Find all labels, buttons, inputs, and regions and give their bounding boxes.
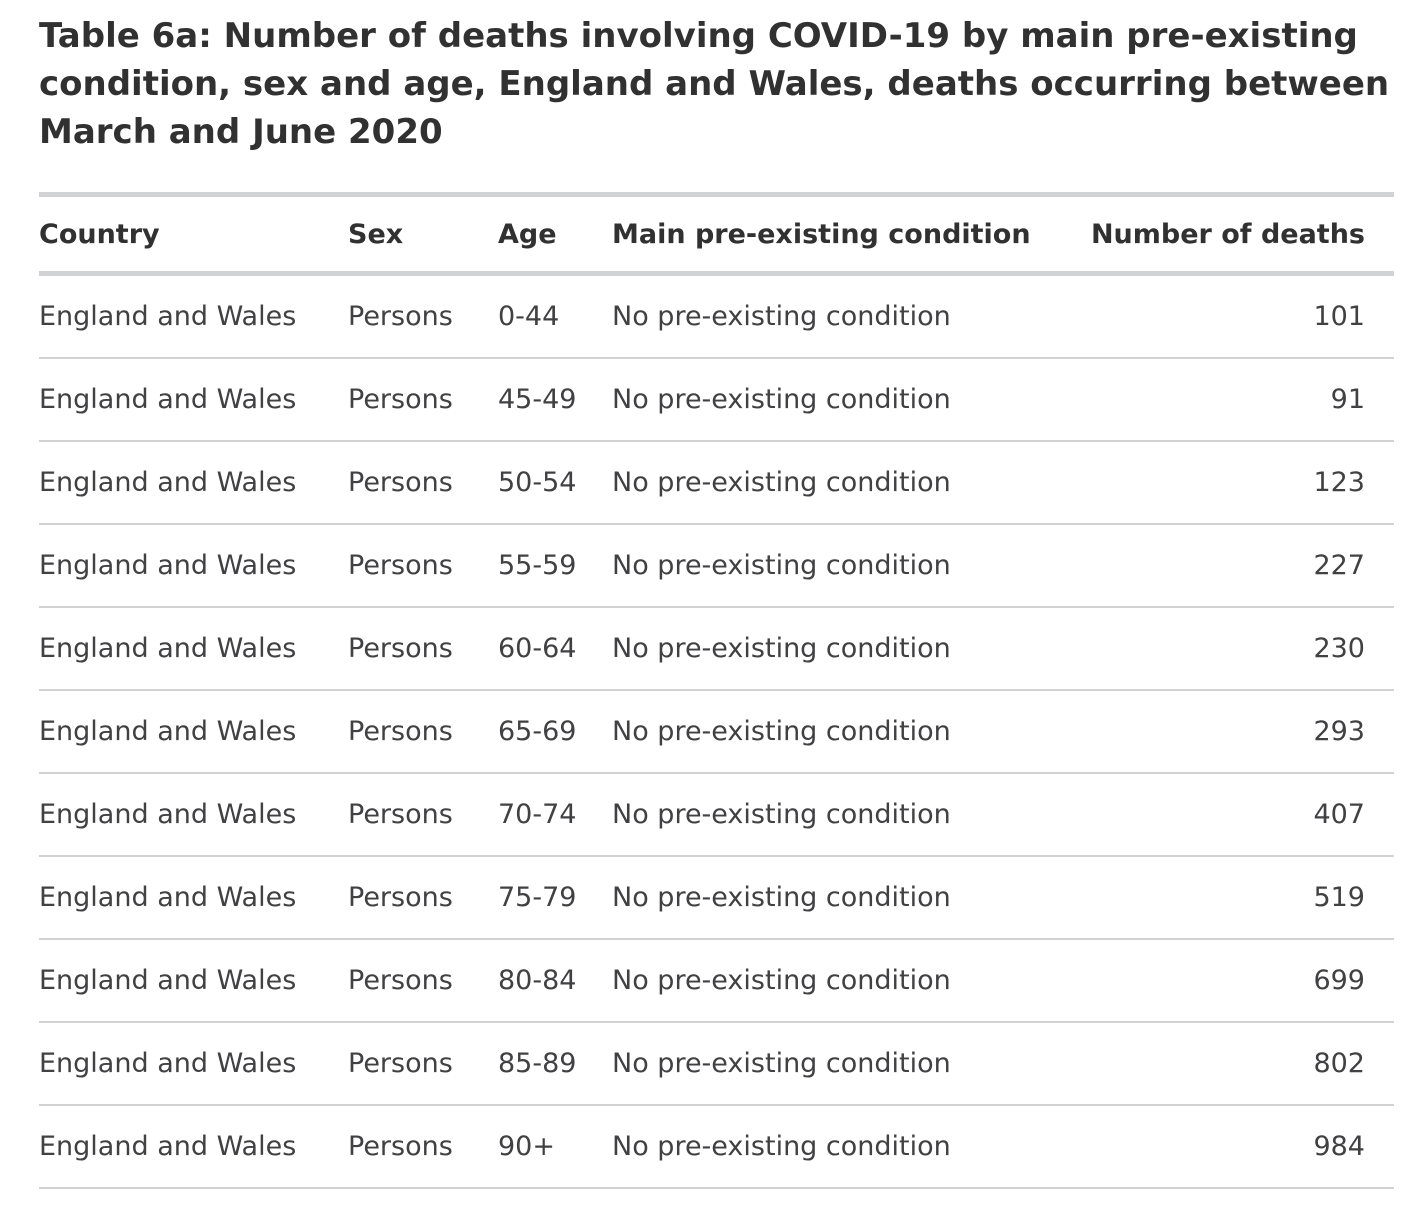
cell-deaths: 802 xyxy=(1313,1048,1365,1079)
cell-sex: Persons xyxy=(348,301,453,332)
column-header-sex: Sex xyxy=(348,218,404,250)
column-header-country: Country xyxy=(39,218,160,250)
cell-country: England and Wales xyxy=(39,384,297,415)
table-row: England and Wales Persons 50-54 No pre-exis… xyxy=(39,442,1394,525)
cell-sex: Persons xyxy=(348,633,453,664)
cell-age: 0-44 xyxy=(498,301,560,332)
table-row: England and Wales Persons 0-44 No pre-exist… xyxy=(39,276,1394,359)
cell-age: 85-89 xyxy=(498,1048,577,1079)
cell-country: England and Wales xyxy=(39,882,297,913)
cell-condition: No pre-existing condition xyxy=(612,716,951,747)
cell-age: 65-69 xyxy=(498,716,577,747)
cell-sex: Persons xyxy=(348,716,453,747)
cell-deaths: 519 xyxy=(1313,882,1365,913)
cell-sex: Persons xyxy=(348,1048,453,1079)
cell-sex: Persons xyxy=(348,467,453,498)
cell-deaths: 227 xyxy=(1313,550,1365,581)
cell-condition: No pre-existing condition xyxy=(612,1131,951,1162)
cell-deaths: 123 xyxy=(1313,467,1365,498)
table-title: Table 6a: Number of deaths involving COV… xyxy=(39,0,1394,156)
cell-age: 45-49 xyxy=(498,384,577,415)
table-row: England and Wales Persons 70-74 No pre-exis… xyxy=(39,774,1394,857)
table-header-row: Country Sex Age Main pre-existing condit… xyxy=(39,192,1394,276)
cell-condition: No pre-existing condition xyxy=(612,965,951,996)
cell-sex: Persons xyxy=(348,799,453,830)
deaths-table: Country Sex Age Main pre-existing condit… xyxy=(39,192,1394,1189)
cell-age: 50-54 xyxy=(498,467,577,498)
cell-country: England and Wales xyxy=(39,301,297,332)
cell-country: England and Wales xyxy=(39,633,297,664)
cell-country: England and Wales xyxy=(39,550,297,581)
cell-age: 90+ xyxy=(498,1131,555,1162)
table-row: England and Wales Persons 85-89 No pre-exis… xyxy=(39,1023,1394,1106)
column-header-deaths: Number of deaths xyxy=(1090,218,1365,250)
table-row: England and Wales Persons 55-59 No pre-exis… xyxy=(39,525,1394,608)
page: Table 6a: Number of deaths involving COV… xyxy=(39,0,1394,1189)
column-header-age: Age xyxy=(498,218,557,250)
cell-deaths: 407 xyxy=(1313,799,1365,830)
title-line: condition, sex and age, England and Wale… xyxy=(39,64,1390,104)
table-row: England and Wales Persons 75-79 No pre-exis… xyxy=(39,857,1394,940)
cell-deaths: 699 xyxy=(1313,965,1365,996)
table-row: England and Wales Persons 80-84 No pre-exis… xyxy=(39,940,1394,1023)
cell-condition: No pre-existing condition xyxy=(612,384,951,415)
cell-age: 70-74 xyxy=(498,799,577,830)
title-line: March and June 2020 xyxy=(39,112,443,152)
title-line: Table 6a: Number of deaths involving COV… xyxy=(39,16,1358,56)
cell-country: England and Wales xyxy=(39,1131,297,1162)
table-row: England and Wales Persons 65-69 No pre-exis… xyxy=(39,691,1394,774)
table-row: England and Wales Persons 90+ No pre-existi… xyxy=(39,1106,1394,1189)
cell-condition: No pre-existing condition xyxy=(612,1048,951,1079)
cell-deaths: 230 xyxy=(1313,633,1365,664)
cell-age: 80-84 xyxy=(498,965,577,996)
cell-sex: Persons xyxy=(348,550,453,581)
cell-sex: Persons xyxy=(348,965,453,996)
cell-age: 55-59 xyxy=(498,550,577,581)
cell-deaths: 984 xyxy=(1313,1131,1365,1162)
cell-country: England and Wales xyxy=(39,1048,297,1079)
cell-country: England and Wales xyxy=(39,716,297,747)
cell-sex: Persons xyxy=(348,1131,453,1162)
table-body: England and Wales Persons 0-44 No pre-exist… xyxy=(39,276,1394,1189)
cell-condition: No pre-existing condition xyxy=(612,633,951,664)
table-row: England and Wales Persons 60-64 No pre-exis… xyxy=(39,608,1394,691)
cell-country: England and Wales xyxy=(39,467,297,498)
cell-deaths: 101 xyxy=(1313,301,1365,332)
cell-condition: No pre-existing condition xyxy=(612,467,951,498)
cell-sex: Persons xyxy=(348,384,453,415)
column-header-condition: Main pre-existing condition xyxy=(612,218,1031,250)
cell-age: 60-64 xyxy=(498,633,577,664)
cell-country: England and Wales xyxy=(39,965,297,996)
cell-country: England and Wales xyxy=(39,799,297,830)
cell-age: 75-79 xyxy=(498,882,577,913)
cell-deaths: 293 xyxy=(1313,716,1365,747)
cell-deaths: 91 xyxy=(1330,384,1365,415)
cell-condition: No pre-existing condition xyxy=(612,799,951,830)
cell-sex: Persons xyxy=(348,882,453,913)
cell-condition: No pre-existing condition xyxy=(612,301,951,332)
table-row: England and Wales Persons 45-49 No pre-exis… xyxy=(39,359,1394,442)
cell-condition: No pre-existing condition xyxy=(612,882,951,913)
cell-condition: No pre-existing condition xyxy=(612,550,951,581)
